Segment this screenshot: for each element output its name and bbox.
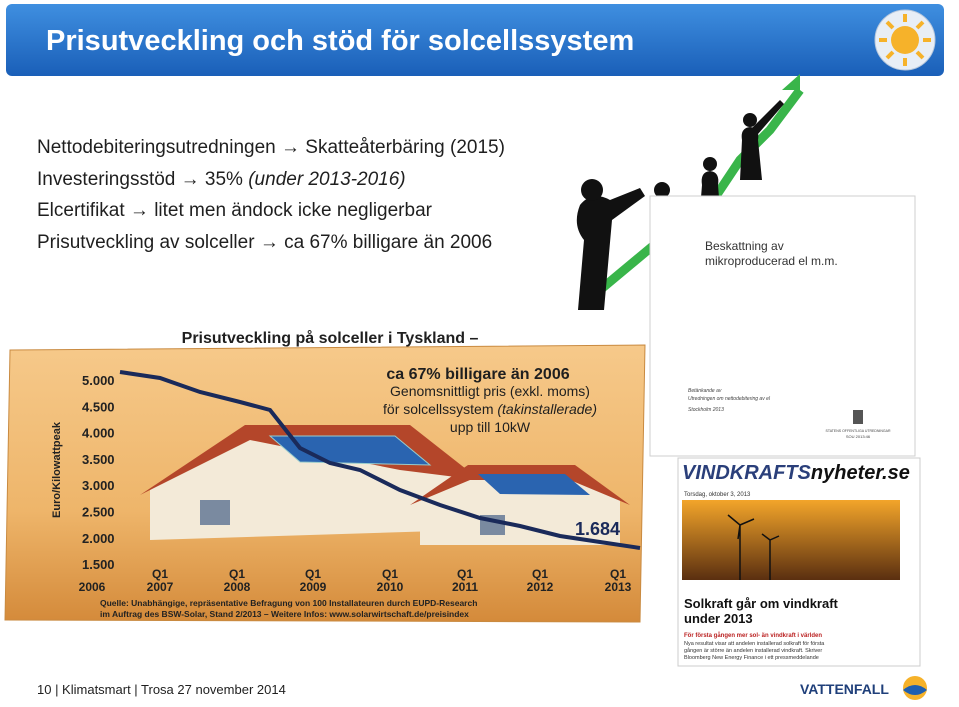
y-label: 3.500	[82, 452, 115, 467]
website-date: Torsdag, oktober 3, 2013	[684, 492, 751, 498]
y-label: 2.000	[82, 531, 115, 546]
report-cover: Beskattning av mikroproducerad el m.m. B…	[649, 195, 916, 457]
website-body: gången är större än andelen installerad …	[684, 647, 822, 654]
website-headline: under 2013	[684, 611, 753, 626]
x-label: Q1	[532, 567, 548, 581]
footer-logo: VATTENFALL	[800, 681, 889, 697]
price-line	[119, 370, 641, 550]
x-label: Q1	[152, 567, 168, 581]
report-number: SOU 2013:46	[846, 434, 871, 439]
chart-caption: Prisutveckling på solceller i Tyskland –	[182, 329, 479, 347]
report-page	[649, 195, 916, 457]
x-label: Q1	[305, 567, 321, 581]
x-label: 2008	[224, 580, 251, 594]
crest	[853, 410, 863, 424]
x-label: Q1	[457, 567, 473, 581]
houses	[140, 425, 630, 545]
x-label: 2013	[605, 580, 632, 594]
website-lead: För första gången mer sol- än vindkraft …	[684, 632, 822, 639]
y-label: 4.500	[82, 399, 115, 414]
slide-title: Prisutveckling och stöd för solcellssyst…	[46, 25, 634, 57]
chart-source: im Auftrag des BSW-Solar, Stand 2/2013 –…	[100, 609, 469, 619]
footer-logo-mark	[903, 676, 927, 700]
chart-caption: för solcellssystem (takinstallerade)	[383, 401, 597, 417]
website-photo	[682, 500, 900, 580]
report-title: mikroproducerad el m.m.	[705, 254, 838, 268]
report-meta: Stockholm 2013	[688, 407, 724, 413]
y-label: 2.500	[82, 505, 115, 520]
website-headline: Solkraft går om vindkraft	[684, 596, 839, 611]
chart-source: Quelle: Unabhängige, repräsentative Befr…	[100, 598, 477, 608]
x-label: 2007	[147, 580, 174, 594]
x-label: 2010	[377, 580, 404, 594]
report-meta: Betänkande av	[688, 388, 722, 394]
x-label: 2009	[300, 580, 327, 594]
y-label: 4.000	[82, 426, 115, 441]
x-labels: 2006Q12007Q12008Q12009Q12010Q12011Q12012…	[79, 567, 632, 594]
x-label: Q1	[382, 567, 398, 581]
footer-text: 10 | Klimatsmart | Trosa 27 november 201…	[37, 682, 286, 697]
y-label: 3.000	[82, 478, 115, 493]
report-title: Beskattning av	[705, 239, 784, 253]
website-body: Bloomberg New Energy Finance i ett press…	[684, 655, 819, 661]
bullet: Nettodebiteringsutredningen → Skatteåter…	[37, 137, 505, 158]
report-publisher: STATENS OFFENTLIGA UTREDNINGAR	[825, 429, 890, 433]
x-label: Q1	[610, 567, 626, 581]
bullet: Elcertifikat → litet men ändock icke neg…	[37, 200, 433, 221]
bullet-list: Nettodebiteringsutredningen → Skatteåter…	[37, 137, 505, 253]
chart-caption: ca 67% billigare än 2006	[386, 366, 569, 383]
x-label: 2012	[527, 580, 554, 594]
x-label: Q1	[229, 567, 245, 581]
title-bar	[6, 4, 944, 76]
y-label: 1.500	[82, 557, 115, 572]
y-label: 5.000	[82, 373, 115, 388]
chart-caption: Genomsnittligt pris (exkl. moms)	[390, 383, 590, 399]
bullet: Investeringsstöd → 35% (under 2013-2016)	[37, 169, 406, 190]
y-labels: 5.000 4.500 4.000 3.500 3.000 2.500 2.000 1.500	[82, 373, 115, 572]
x-label: 2011	[452, 580, 478, 594]
chart-caption: upp till 10kW	[450, 419, 531, 435]
x-label: 2006	[79, 580, 106, 594]
y-axis-label: Euro/Kilowattpeak	[51, 421, 63, 518]
report-meta: Utredningen om nettodebitering av el	[688, 396, 771, 402]
end-label: 1.684	[575, 519, 620, 539]
website-brand: VINDKRAFTSnyheter.se	[682, 462, 910, 484]
bullet: Prisutveckling av solceller → ca 67% bil…	[37, 232, 492, 253]
website-clip: VINDKRAFTSnyheter.se Torsdag, oktober 3,…	[677, 457, 921, 667]
price-chart-image: Euro/Kilowattpeak 5.000 4.500 4.000 3.500 3.…	[4, 344, 646, 623]
website-body: Nya resultat visar att andelen installer…	[684, 641, 825, 647]
sun-logo	[874, 9, 936, 71]
